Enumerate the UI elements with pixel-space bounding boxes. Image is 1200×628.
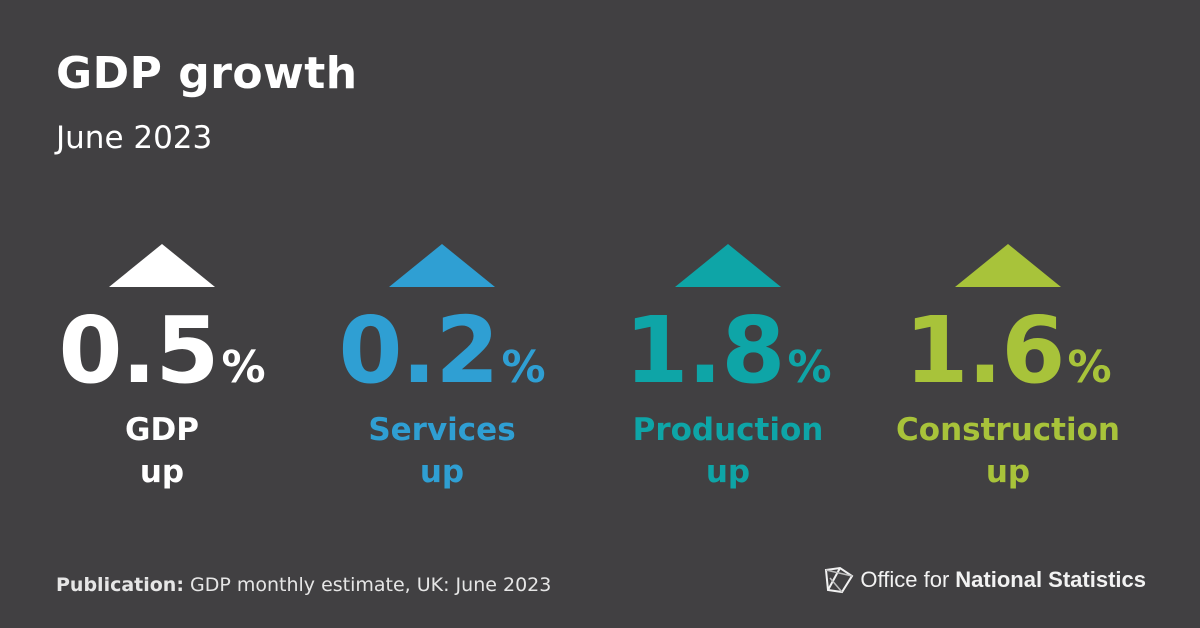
metric-direction: up bbox=[419, 454, 465, 490]
up-arrow-icon bbox=[675, 244, 781, 287]
metric-services: 0.2 % Services up bbox=[302, 244, 582, 493]
publication-text: GDP monthly estimate, UK: June 2023 bbox=[189, 574, 552, 596]
metric-direction: up bbox=[985, 454, 1031, 490]
ons-logo: Office for National Statistics bbox=[824, 566, 1146, 594]
metric-unit: % bbox=[787, 342, 832, 393]
publication-label: Publication: bbox=[56, 574, 184, 596]
metric-unit: % bbox=[501, 342, 546, 393]
metric-name: GDP bbox=[125, 412, 199, 448]
publication-footer: Publication: GDP monthly estimate, UK: J… bbox=[56, 574, 551, 596]
metric-value: 0.5 bbox=[58, 297, 219, 404]
metric-direction: up bbox=[705, 454, 751, 490]
metric-unit: % bbox=[1067, 342, 1112, 393]
metric-name: Construction bbox=[896, 412, 1120, 448]
metric-value: 1.8 bbox=[624, 297, 785, 404]
metric-direction: up bbox=[139, 454, 185, 490]
metric-production: 1.8 % Production up bbox=[588, 244, 868, 493]
metric-unit: % bbox=[221, 342, 266, 393]
ons-logo-text-regular: Office for bbox=[860, 567, 950, 592]
metric-value: 1.6 bbox=[904, 297, 1065, 404]
up-arrow-icon bbox=[955, 244, 1061, 287]
up-arrow-icon bbox=[109, 244, 215, 287]
metric-construction: 1.6 % Construction up bbox=[868, 244, 1148, 493]
page-title: GDP growth bbox=[56, 48, 358, 99]
up-arrow-icon bbox=[389, 244, 495, 287]
ons-logo-text-bold: National Statistics bbox=[955, 567, 1146, 592]
metric-name: Services bbox=[368, 412, 516, 448]
page-subtitle: June 2023 bbox=[56, 120, 213, 156]
metric-gdp: 0.5 % GDP up bbox=[22, 244, 302, 493]
ons-logo-icon bbox=[825, 566, 854, 594]
metric-name: Production bbox=[632, 412, 824, 448]
metric-value: 0.2 bbox=[338, 297, 499, 404]
